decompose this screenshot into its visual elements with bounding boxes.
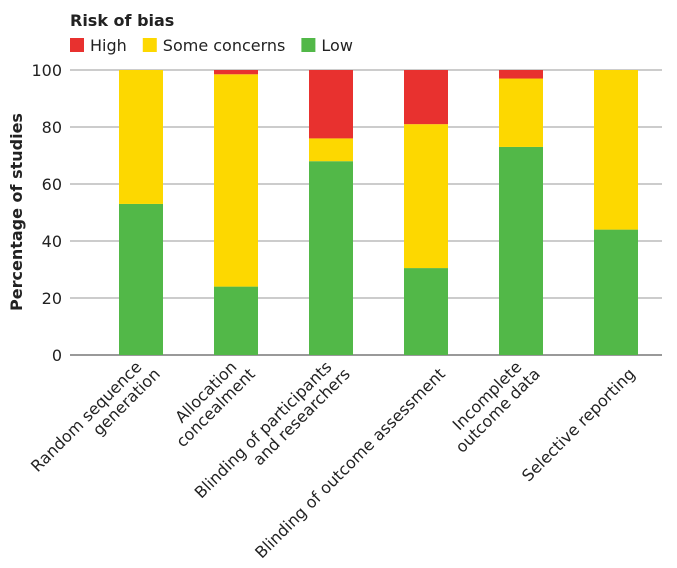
bar-segment <box>594 229 638 355</box>
bar-segment <box>309 70 353 139</box>
legend-swatch <box>70 38 84 52</box>
y-tick-label: 0 <box>52 346 62 365</box>
x-tick-label: Random sequencegeneration <box>27 352 164 489</box>
bar-segment <box>119 70 163 204</box>
bar-segment <box>214 70 258 75</box>
legend-swatch <box>142 38 157 52</box>
y-tick-label: 20 <box>42 289 62 308</box>
y-axis-title: Percentage of studies <box>7 113 26 311</box>
legend-label: Some concerns <box>163 36 286 55</box>
bar-segment <box>214 74 258 287</box>
y-tick-label: 100 <box>31 61 62 80</box>
legend-title: Risk of bias <box>70 11 174 30</box>
bar-segment <box>499 146 543 355</box>
y-tick-label: 60 <box>42 175 62 194</box>
bar-segment <box>499 70 543 79</box>
y-tick-label: 80 <box>42 118 62 137</box>
x-tick-label: Incompleteoutcome data <box>439 352 544 457</box>
y-tick-label: 40 <box>42 232 62 251</box>
bar-segment <box>404 268 448 355</box>
legend-swatch <box>301 38 316 52</box>
bar-segment <box>404 70 448 125</box>
bar-segment <box>499 78 543 147</box>
x-tick-label: Blinding of outcome assessment <box>251 364 449 562</box>
bar-segment <box>119 203 163 355</box>
bar-segment <box>404 124 448 269</box>
legend-label: High <box>90 36 127 55</box>
bar-segment <box>309 161 353 355</box>
bar-segment <box>594 70 638 230</box>
bar-segment <box>214 286 258 355</box>
bar-segment <box>309 138 353 162</box>
legend-label: Low <box>321 36 353 55</box>
